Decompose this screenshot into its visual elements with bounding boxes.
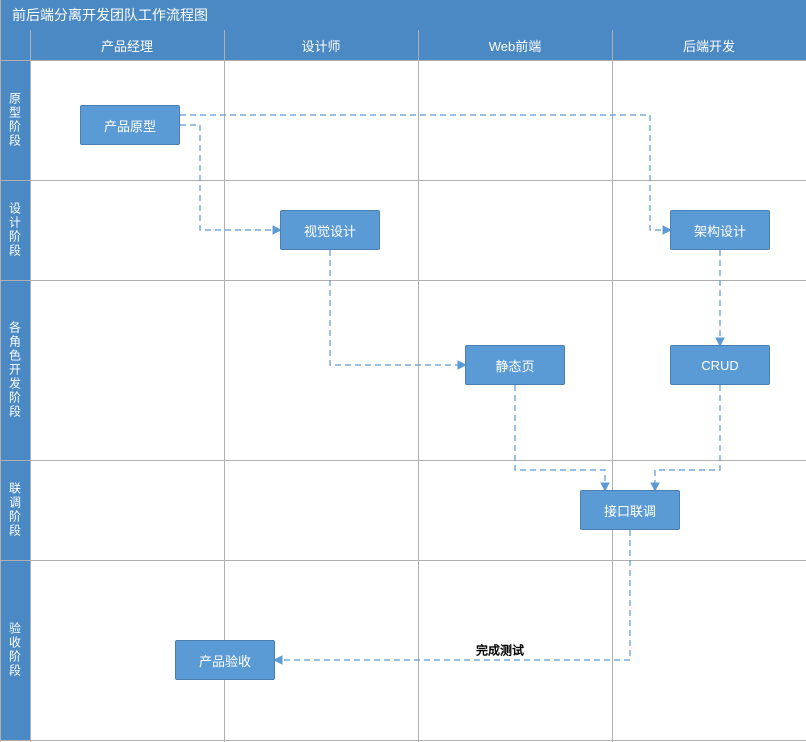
row-header-accept: 验收阶段 <box>0 560 30 740</box>
edge-e3 <box>330 250 465 365</box>
node-n-crud: CRUD <box>670 345 770 385</box>
edge-e7 <box>275 530 630 660</box>
grid-vline <box>224 30 225 742</box>
grid-hline <box>0 560 806 561</box>
col-header-designer: 设计师 <box>224 30 418 60</box>
grid-vline <box>30 30 31 742</box>
grid-hline <box>0 280 806 281</box>
row-header-dev: 各角色开发阶段 <box>0 280 30 460</box>
edge-e6 <box>655 385 720 490</box>
edge-e5 <box>515 385 605 490</box>
grid-vline <box>418 30 419 742</box>
node-n-static: 静态页 <box>465 345 565 385</box>
diagram-title: 前后端分离开发团队工作流程图 <box>0 0 806 30</box>
node-n-proto: 产品原型 <box>80 105 180 145</box>
edge-label-e7: 完成测试 <box>476 642 524 659</box>
col-header-backend: 后端开发 <box>612 30 806 60</box>
col-header-pm: 产品经理 <box>30 30 224 60</box>
node-n-joint: 接口联调 <box>580 490 680 530</box>
node-n-arch: 架构设计 <box>670 210 770 250</box>
edge-e2 <box>180 115 670 230</box>
grid-vline <box>0 0 1 742</box>
grid-hline <box>0 460 806 461</box>
grid-hline <box>0 180 806 181</box>
row-header-design: 设计阶段 <box>0 180 30 280</box>
edge-e1 <box>180 125 280 230</box>
grid-vline <box>612 30 613 742</box>
swimlane-diagram: 前后端分离开发团队工作流程图产品经理设计师Web前端后端开发原型阶段设计阶段各角… <box>0 0 806 742</box>
node-n-accept: 产品验收 <box>175 640 275 680</box>
row-header-proto: 原型阶段 <box>0 60 30 180</box>
row-header-joint: 联调阶段 <box>0 460 30 560</box>
swimlane-corner <box>0 30 30 60</box>
grid-hline <box>0 60 806 61</box>
grid-hline <box>0 740 806 741</box>
node-n-visual: 视觉设计 <box>280 210 380 250</box>
col-header-frontend: Web前端 <box>418 30 612 60</box>
